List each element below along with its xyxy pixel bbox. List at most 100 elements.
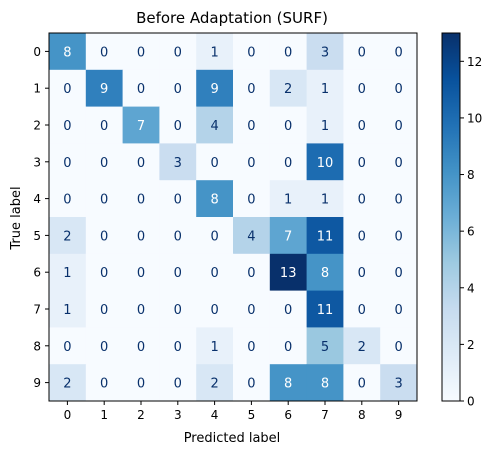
cell-value-label: 0 — [137, 156, 145, 171]
heatmap-cell — [343, 69, 381, 108]
cell-value-label: 0 — [100, 119, 108, 134]
heatmap-cell — [49, 253, 87, 292]
cell-value-label: 4 — [247, 229, 255, 244]
cell-value-label: 0 — [358, 45, 366, 60]
cell-value-label: 2 — [210, 377, 218, 392]
cell-value-label: 0 — [174, 45, 182, 60]
cell-value-label: 1 — [321, 82, 329, 97]
cell-value-label: 0 — [137, 377, 145, 392]
cell-value-label: 0 — [174, 229, 182, 244]
heatmap-cell — [306, 364, 344, 402]
cell-value-label: 0 — [100, 45, 108, 60]
heatmap-cell — [159, 106, 197, 144]
heatmap-cell — [85, 364, 124, 402]
heatmap-cell — [49, 327, 87, 365]
heatmap-cell — [49, 33, 87, 71]
heatmap-cell — [269, 69, 308, 108]
y-tick-label: 8 — [33, 339, 41, 353]
heatmap-cell — [159, 327, 197, 365]
cell-value-label: 8 — [284, 377, 292, 392]
cell-value-label: 11 — [317, 229, 334, 244]
cell-value-label: 0 — [100, 266, 108, 281]
heatmap-cell — [233, 180, 271, 218]
heatmap-cell — [159, 180, 197, 218]
heatmap-cell — [122, 106, 160, 144]
cell-value-label: 0 — [394, 193, 402, 208]
y-tick-label: 0 — [33, 45, 41, 59]
cell-value-label: 2 — [284, 82, 292, 97]
cell-value-label: 0 — [100, 340, 108, 355]
heatmap-cell — [269, 253, 308, 292]
heatmap-cell — [196, 33, 234, 71]
heatmap-cell — [122, 69, 160, 108]
cell-value-label: 0 — [63, 340, 71, 355]
cell-value-label: 0 — [174, 340, 182, 355]
heatmap-cell — [196, 143, 234, 181]
heatmap-cell — [343, 364, 381, 402]
heatmap-cell — [306, 143, 344, 181]
heatmap-cell — [49, 290, 87, 328]
heatmap-cell — [380, 69, 418, 108]
heatmap-cell — [49, 180, 87, 218]
cell-value-label: 0 — [100, 193, 108, 208]
heatmap-cell — [159, 217, 197, 255]
heatmap-cell — [380, 143, 418, 181]
cell-value-label: 0 — [100, 156, 108, 171]
heatmap-cell — [343, 180, 381, 218]
cell-value-label: 0 — [247, 193, 255, 208]
y-tick-label: 3 — [33, 155, 41, 169]
heatmap-cell — [85, 106, 124, 144]
cell-value-label: 0 — [210, 266, 218, 281]
y-tick-label: 9 — [33, 376, 41, 390]
cell-value-label: 2 — [63, 229, 71, 244]
x-tick-label: 2 — [137, 408, 145, 422]
heatmap-cell — [269, 364, 308, 402]
colorbar-tick-label: 8 — [467, 168, 475, 182]
cell-value-label: 3 — [394, 377, 402, 392]
x-tick-label: 1 — [100, 408, 108, 422]
cell-value-label: 0 — [100, 303, 108, 318]
heatmap-cell — [380, 33, 418, 71]
y-tick-label: 2 — [33, 119, 41, 133]
cell-value-label: 0 — [174, 82, 182, 97]
heatmap-cell — [306, 69, 344, 108]
cell-value-label: 7 — [284, 229, 292, 244]
heatmap-cell — [122, 33, 160, 71]
heatmap-cell — [380, 253, 418, 292]
cell-value-label: 0 — [247, 119, 255, 134]
cell-value-label: 3 — [321, 45, 329, 60]
heatmap-cell — [196, 106, 234, 144]
cell-value-label: 0 — [394, 45, 402, 60]
cell-value-label: 0 — [358, 156, 366, 171]
heatmap-cell — [306, 253, 344, 292]
colorbar-tick-label: 0 — [467, 395, 475, 409]
cell-value-label: 1 — [63, 303, 71, 318]
heatmap-cell — [122, 143, 160, 181]
y-tick-label: 5 — [33, 229, 41, 243]
heatmap-cell — [49, 364, 87, 402]
x-tick-label: 5 — [248, 408, 256, 422]
heatmap-cell — [122, 364, 160, 402]
heatmap-cell — [122, 217, 160, 255]
heatmap-cell — [196, 69, 234, 108]
colorbar-tick-label: 2 — [467, 338, 475, 352]
cell-value-label: 1 — [63, 266, 71, 281]
heatmap-cell — [122, 253, 160, 292]
heatmap-cell — [269, 143, 308, 181]
heatmap-cell — [269, 290, 308, 328]
cell-value-label: 0 — [100, 377, 108, 392]
y-tick-label: 1 — [33, 82, 41, 96]
x-tick-label: 9 — [395, 408, 403, 422]
heatmap-cell — [380, 290, 418, 328]
cell-value-label: 10 — [317, 156, 334, 171]
cell-value-label: 0 — [174, 377, 182, 392]
heatmap-cell — [196, 327, 234, 365]
heatmap-cell — [196, 253, 234, 292]
colorbar-tick-label: 6 — [467, 225, 475, 239]
y-tick-label: 4 — [33, 192, 41, 206]
y-axis-label: True label — [9, 186, 24, 250]
heatmap-cell — [49, 143, 87, 181]
heatmap-cell — [233, 33, 271, 71]
cell-value-label: 0 — [174, 266, 182, 281]
heatmap-cell — [85, 327, 124, 365]
